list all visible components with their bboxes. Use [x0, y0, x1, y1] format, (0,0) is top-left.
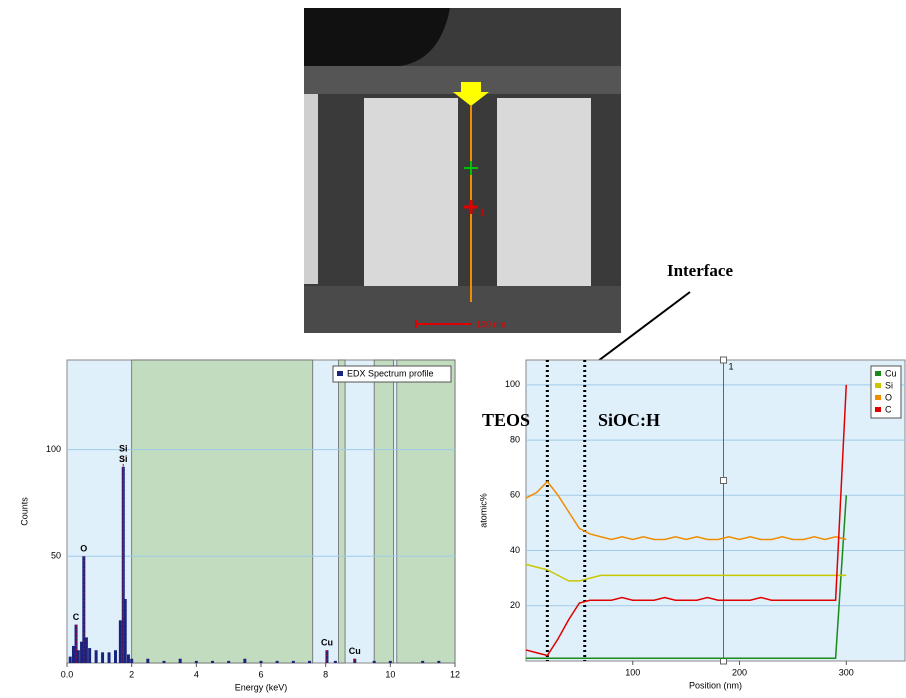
x-tick-label: 8	[323, 669, 328, 679]
legend-box	[332, 365, 452, 383]
scale-bar-label: 100 nm	[476, 319, 506, 329]
x-tick-label: 0.0	[61, 669, 74, 679]
y-tick-label: 50	[51, 551, 61, 561]
x-tick-label: 6	[258, 669, 263, 679]
legend-label: Cu	[885, 368, 897, 378]
sem-marker: 1	[480, 207, 485, 217]
x-axis-label: Energy (keV)	[235, 682, 288, 692]
legend-swatch	[875, 395, 881, 400]
y-tick-label: 20	[510, 600, 520, 610]
sem-image: 1 100 nm	[304, 8, 621, 333]
region	[373, 359, 394, 664]
y-tick-label: 40	[510, 545, 520, 555]
region	[131, 359, 314, 664]
series-line	[525, 563, 847, 582]
x-tick-label: 2	[129, 669, 134, 679]
x-tick-label: 200	[732, 667, 747, 677]
interface-label: Interface	[667, 261, 734, 280]
legend-swatch	[875, 407, 881, 412]
x-axis-label: Position (nm)	[689, 680, 742, 690]
legend-label: EDX Spectrum profile	[347, 368, 434, 378]
plot-area	[525, 359, 906, 662]
region	[396, 359, 456, 664]
peak-label: C	[73, 612, 80, 622]
x-tick-label: 10	[385, 669, 395, 679]
legend-label: C	[885, 404, 892, 414]
series-line	[525, 480, 847, 541]
peak-label: Cu	[349, 646, 361, 656]
sioch-label: SiOC:H	[598, 410, 660, 430]
cursor-label: 1	[729, 361, 734, 371]
legend-swatch	[337, 371, 343, 376]
region	[338, 359, 346, 664]
y-tick-label: 60	[510, 490, 520, 500]
x-tick-label: 100	[625, 667, 640, 677]
x-tick-label: 300	[839, 667, 854, 677]
y-tick-label: 100	[46, 444, 61, 454]
cursor-handle	[720, 477, 728, 484]
peak-label: Si	[119, 443, 128, 453]
y-axis-label: atomic%	[478, 493, 488, 528]
legend-swatch	[875, 383, 881, 388]
series-line	[525, 384, 848, 657]
legend-label: Si	[885, 380, 893, 390]
x-tick-label: 4	[194, 669, 199, 679]
y-tick-label: 100	[505, 379, 520, 389]
peak-label: O	[80, 544, 87, 554]
legend-label: O	[885, 392, 892, 402]
peak-label: Si	[119, 454, 128, 464]
x-tick-label: 12	[450, 669, 460, 679]
legend-swatch	[875, 371, 881, 376]
cursor-handle	[720, 356, 728, 364]
y-axis-label: Counts	[19, 497, 29, 526]
series-line	[526, 495, 848, 659]
teos-label: TEOS	[482, 410, 530, 430]
peak-label: Cu	[321, 638, 333, 648]
y-tick-label: 80	[510, 434, 520, 444]
